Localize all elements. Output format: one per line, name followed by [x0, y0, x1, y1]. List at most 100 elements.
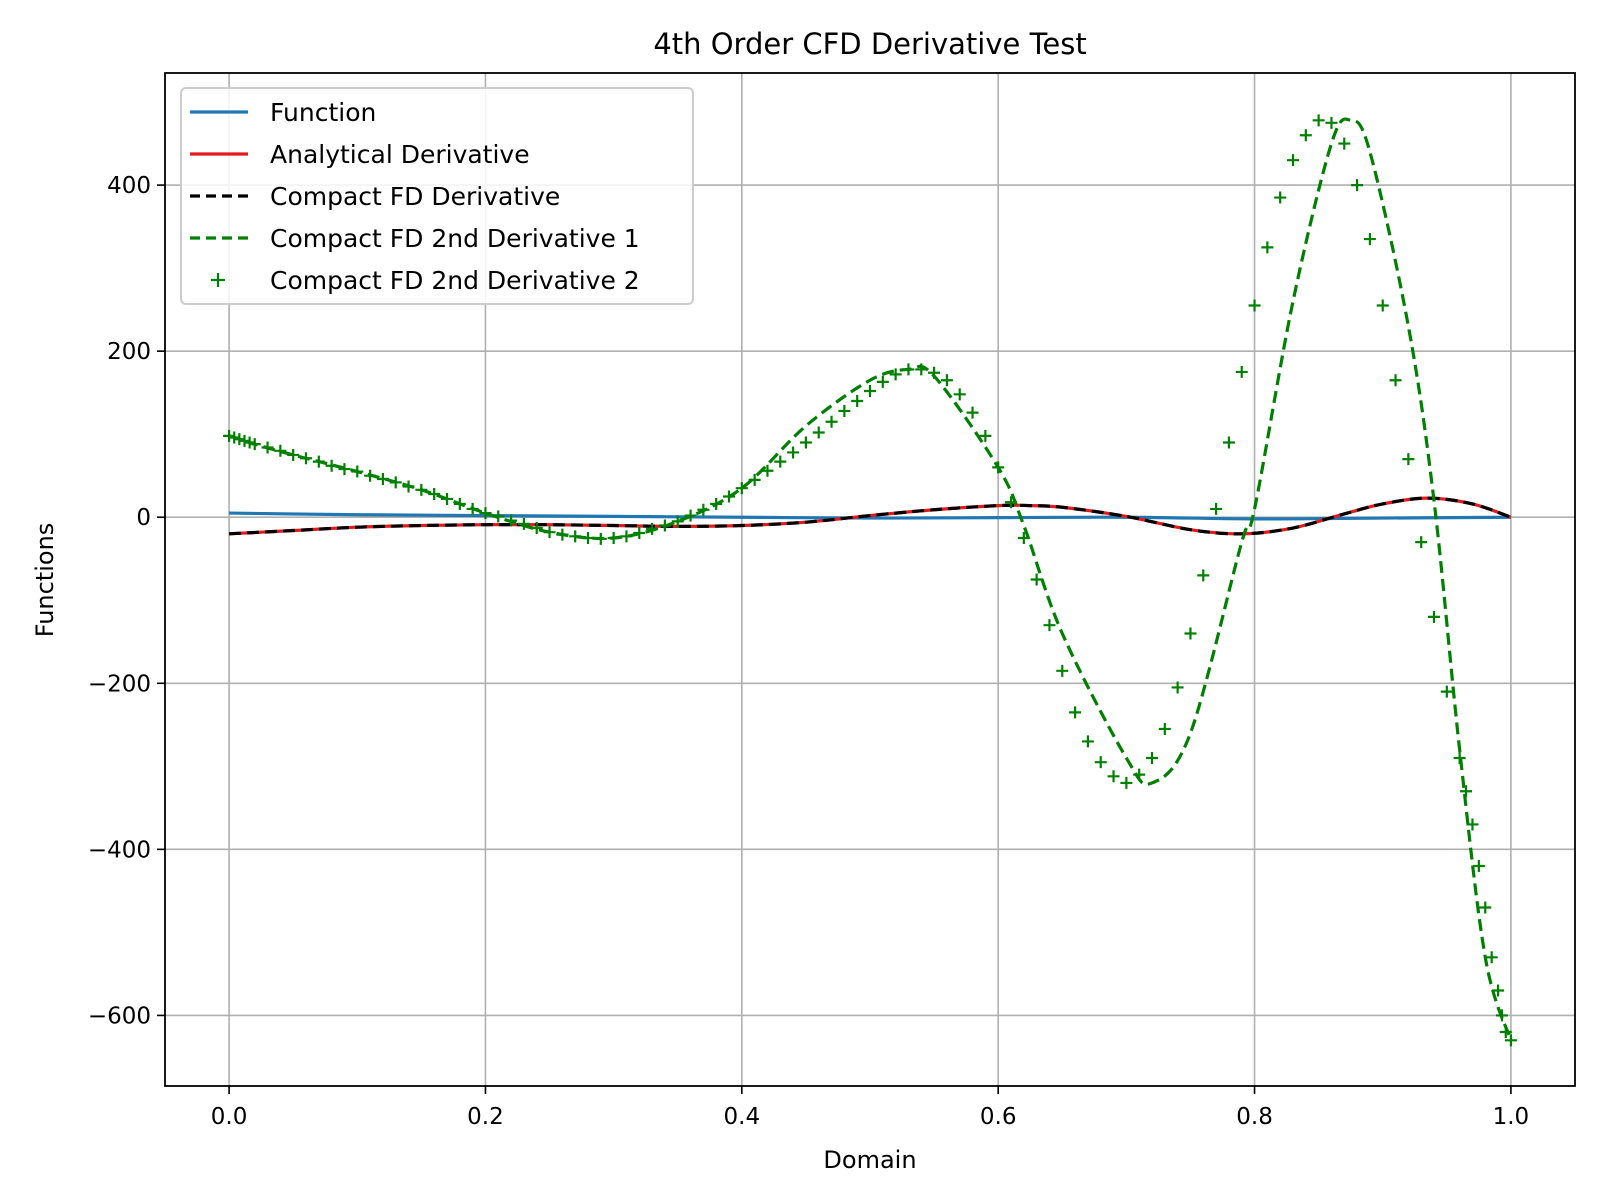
- data-point-marker: [1017, 531, 1030, 544]
- y-tick-label: −400: [88, 837, 151, 863]
- data-point-marker: [238, 434, 251, 447]
- legend-item-compact-fd-2nd-derivative-2: Compact FD 2nd Derivative 2: [211, 266, 640, 295]
- data-point-marker: [915, 363, 928, 376]
- data-point-marker: [233, 433, 246, 446]
- data-point-marker: [851, 394, 864, 407]
- x-tick-label: 0.0: [211, 1104, 248, 1130]
- data-point-marker: [325, 459, 338, 472]
- data-point-marker: [889, 368, 902, 381]
- data-point-marker: [1030, 573, 1043, 586]
- data-point-marker: [1210, 502, 1223, 515]
- series-compact-fd-derivative-line: [229, 496, 1512, 536]
- data-point-marker: [1453, 752, 1466, 765]
- data-point-marker: [1389, 374, 1402, 387]
- y-tick-label: −200: [88, 671, 151, 697]
- data-point-marker: [1043, 619, 1056, 632]
- x-tick-label: 0.4: [724, 1104, 761, 1130]
- data-point-marker: [671, 515, 684, 528]
- data-point-marker: [825, 415, 838, 428]
- data-point-marker: [1363, 233, 1376, 246]
- y-tick-label: 0: [136, 505, 151, 531]
- series-compact-fd-2nd-derivative-2: [223, 114, 1517, 1047]
- legend-marker: [211, 273, 225, 287]
- data-point-marker: [1005, 496, 1017, 509]
- plot-frame: [164, 72, 1576, 1087]
- data-point-marker: [453, 497, 466, 510]
- x-tick-label: 0.8: [1236, 1104, 1273, 1130]
- data-point-marker: [748, 473, 761, 486]
- legend-item-function: Function: [190, 98, 376, 127]
- data-point-marker: [928, 366, 941, 379]
- data-point-marker: [466, 502, 479, 515]
- data-point-marker: [1274, 191, 1287, 204]
- data-point-marker: [1351, 179, 1364, 192]
- data-point-marker: [1056, 664, 1069, 677]
- y-tick-label: −600: [88, 1003, 151, 1029]
- legend-item-analytical-derivative: Analytical Derivative: [190, 140, 530, 169]
- data-point-marker: [620, 530, 633, 543]
- data-point-marker: [1325, 116, 1338, 129]
- data-point-marker: [1485, 951, 1498, 964]
- data-point-marker: [1299, 129, 1312, 142]
- legend-label: Compact FD Derivative: [270, 182, 560, 211]
- data-point-marker: [1312, 114, 1325, 127]
- data-point-marker: [723, 490, 735, 503]
- data-point-marker: [1197, 569, 1210, 582]
- data-point-marker: [248, 438, 261, 451]
- legend-item-compact-fd-derivative: Compact FD Derivative: [190, 182, 560, 211]
- data-point-marker: [530, 522, 543, 535]
- data-point-marker: [787, 446, 800, 459]
- data-point-marker: [876, 375, 889, 388]
- data-point-marker: [1069, 706, 1082, 719]
- data-point-marker: [1171, 681, 1184, 694]
- data-point-marker: [1158, 722, 1171, 735]
- legend: Function Analytical Derivative Compact FD …: [180, 87, 694, 305]
- data-point-marker: [658, 519, 671, 532]
- grid-layer: [165, 73, 1575, 1086]
- data-point-marker: [1492, 984, 1505, 997]
- data-point-marker: [479, 507, 492, 520]
- data-point-marker: [710, 497, 723, 510]
- data-point-marker: [1120, 776, 1133, 789]
- data-point-marker: [1222, 436, 1235, 449]
- data-point-marker: [1402, 453, 1415, 466]
- data-point-marker: [735, 482, 748, 495]
- legend-label: Function: [270, 98, 376, 127]
- data-point-marker: [1376, 299, 1389, 312]
- data-point-marker: [556, 528, 569, 541]
- data-point-marker: [402, 480, 415, 493]
- data-point-marker: [1499, 1026, 1512, 1039]
- data-point-marker: [1415, 536, 1428, 549]
- data-point-marker: [799, 436, 812, 449]
- data-point-marker: [953, 388, 966, 401]
- data-point-marker: [966, 406, 979, 419]
- data-point-marker: [338, 463, 351, 476]
- data-point-marker: [1184, 627, 1197, 640]
- data-point-marker: [774, 455, 787, 468]
- data-point-marker: [1248, 299, 1261, 312]
- data-point-marker: [633, 527, 646, 540]
- data-point-marker: [569, 530, 582, 543]
- y-tick-label: 400: [107, 173, 151, 199]
- data-point-marker: [441, 492, 453, 505]
- y-tick-label: 200: [107, 339, 151, 365]
- legend-label: Compact FD 2nd Derivative 1: [270, 224, 640, 253]
- data-point-marker: [684, 509, 697, 522]
- data-point-marker: [940, 374, 953, 387]
- data-point-marker: [1338, 137, 1351, 150]
- legend-item-compact-fd-2nd-derivative-1: Compact FD 2nd Derivative 1: [190, 224, 640, 253]
- data-point-marker: [300, 452, 312, 465]
- legend-frame: [180, 87, 694, 305]
- x-tick-label: 0.6: [980, 1104, 1017, 1130]
- data-point-marker: [594, 532, 607, 545]
- data-point-marker: [517, 517, 530, 530]
- tick-layer: 0.0 0.2 0.4 0.6 0.8 1.0 400 200 0 −200 −400 −600: [88, 173, 1529, 1130]
- x-tick-label: 1.0: [1493, 1104, 1530, 1130]
- data-point-marker: [992, 461, 1005, 474]
- data-point-marker: [646, 522, 659, 535]
- data-point-marker: [607, 531, 620, 544]
- data-point-marker: [1235, 365, 1248, 378]
- data-point-marker: [543, 526, 556, 539]
- data-point-marker: [1081, 735, 1094, 748]
